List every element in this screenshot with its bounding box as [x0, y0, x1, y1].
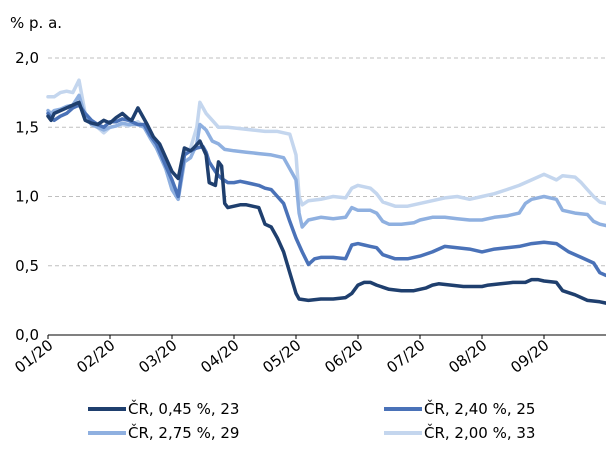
- series-line-3: [46, 93, 606, 229]
- x-tick-label: 09/20: [507, 336, 552, 377]
- y-axis-ticks: 0,0 0,5 1,0 1,5 2,0: [15, 49, 39, 344]
- series-line-1: [46, 100, 606, 305]
- x-tick-label: 08/20: [445, 336, 490, 377]
- x-tick-label: 07/20: [383, 336, 428, 377]
- y-tick-label: 1,5: [15, 118, 39, 136]
- x-tick-label: 02/20: [73, 336, 118, 377]
- y-tick-label: 0,0: [15, 326, 39, 344]
- legend-label: ČR, 0,45 %, 23: [128, 399, 239, 418]
- series-line-4: [46, 78, 606, 208]
- y-tick-label: 2,0: [15, 49, 39, 67]
- x-tick-label: 03/20: [135, 336, 180, 377]
- series-lines: [46, 78, 606, 305]
- legend-label: ČR, 2,40 %, 25: [424, 399, 535, 418]
- x-tick-label: 06/20: [321, 336, 366, 377]
- x-axis-ticks: 01/20 02/20 03/20 04/20 05/20 06/20 07/20 08/20…: [11, 335, 552, 377]
- series-line-2: [46, 103, 606, 278]
- legend-label: ČR, 2,75 %, 29: [128, 423, 239, 442]
- legend-label: ČR, 2,00 %, 33: [424, 423, 535, 442]
- gridlines: [48, 57, 606, 267]
- legend: ČR, 0,45 %, 23 ČR, 2,40 %, 25 ČR, 2,75 %, …: [88, 399, 535, 442]
- y-tick-label: 1,0: [15, 188, 39, 206]
- x-tick-label: 05/20: [259, 336, 304, 377]
- x-tick-label: 04/20: [197, 336, 242, 377]
- y-tick-label: 0,5: [15, 257, 39, 275]
- y-axis-unit-label: % p. a.: [10, 14, 62, 32]
